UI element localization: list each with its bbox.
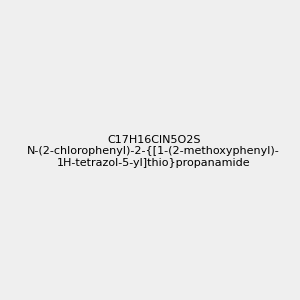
Text: C17H16ClN5O2S
N-(2-chlorophenyl)-2-{[1-(2-methoxyphenyl)-
1H-tetrazol-5-yl]thio}: C17H16ClN5O2S N-(2-chlorophenyl)-2-{[1-(… bbox=[27, 135, 280, 168]
